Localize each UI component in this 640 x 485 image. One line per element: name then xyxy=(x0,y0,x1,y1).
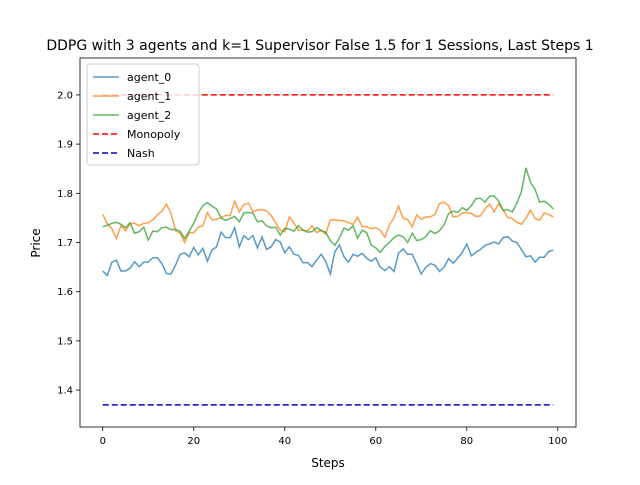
y-tick-label: 1.4 xyxy=(57,386,73,397)
y-tick-label: 1.6 xyxy=(57,287,73,298)
x-tick-label: 60 xyxy=(369,436,382,447)
legend-label: agent_0 xyxy=(127,71,171,84)
x-tick-label: 0 xyxy=(100,436,106,447)
x-axis-label: Steps xyxy=(311,456,345,470)
x-tick-label: 20 xyxy=(187,436,200,447)
y-tick-label: 2.0 xyxy=(57,90,73,101)
legend: agent_0 agent_1 agent_2 Monopoly Nash xyxy=(86,63,200,166)
x-tick-label: 80 xyxy=(460,436,473,447)
chart-title: DDPG with 3 agents and k=1 Supervisor Fa… xyxy=(46,38,593,54)
y-tick-label: 1.5 xyxy=(57,336,73,347)
series-line-agent-2 xyxy=(102,167,554,254)
x-tick-label: 100 xyxy=(548,436,567,447)
legend-label: agent_1 xyxy=(127,90,171,103)
series-line-agent-0 xyxy=(102,225,554,277)
x-tick-label: 40 xyxy=(278,436,291,447)
series-line-agent-1 xyxy=(102,199,554,245)
legend-box xyxy=(86,63,200,166)
legend-label: Nash xyxy=(127,147,155,160)
y-tick-label: 1.9 xyxy=(57,140,73,151)
y-axis-label: Price xyxy=(29,228,43,257)
y-tick-label: 1.8 xyxy=(57,189,73,200)
y-tick-label: 1.7 xyxy=(57,238,73,249)
legend-label: Monopoly xyxy=(127,128,181,141)
legend-label: agent_2 xyxy=(127,109,171,122)
